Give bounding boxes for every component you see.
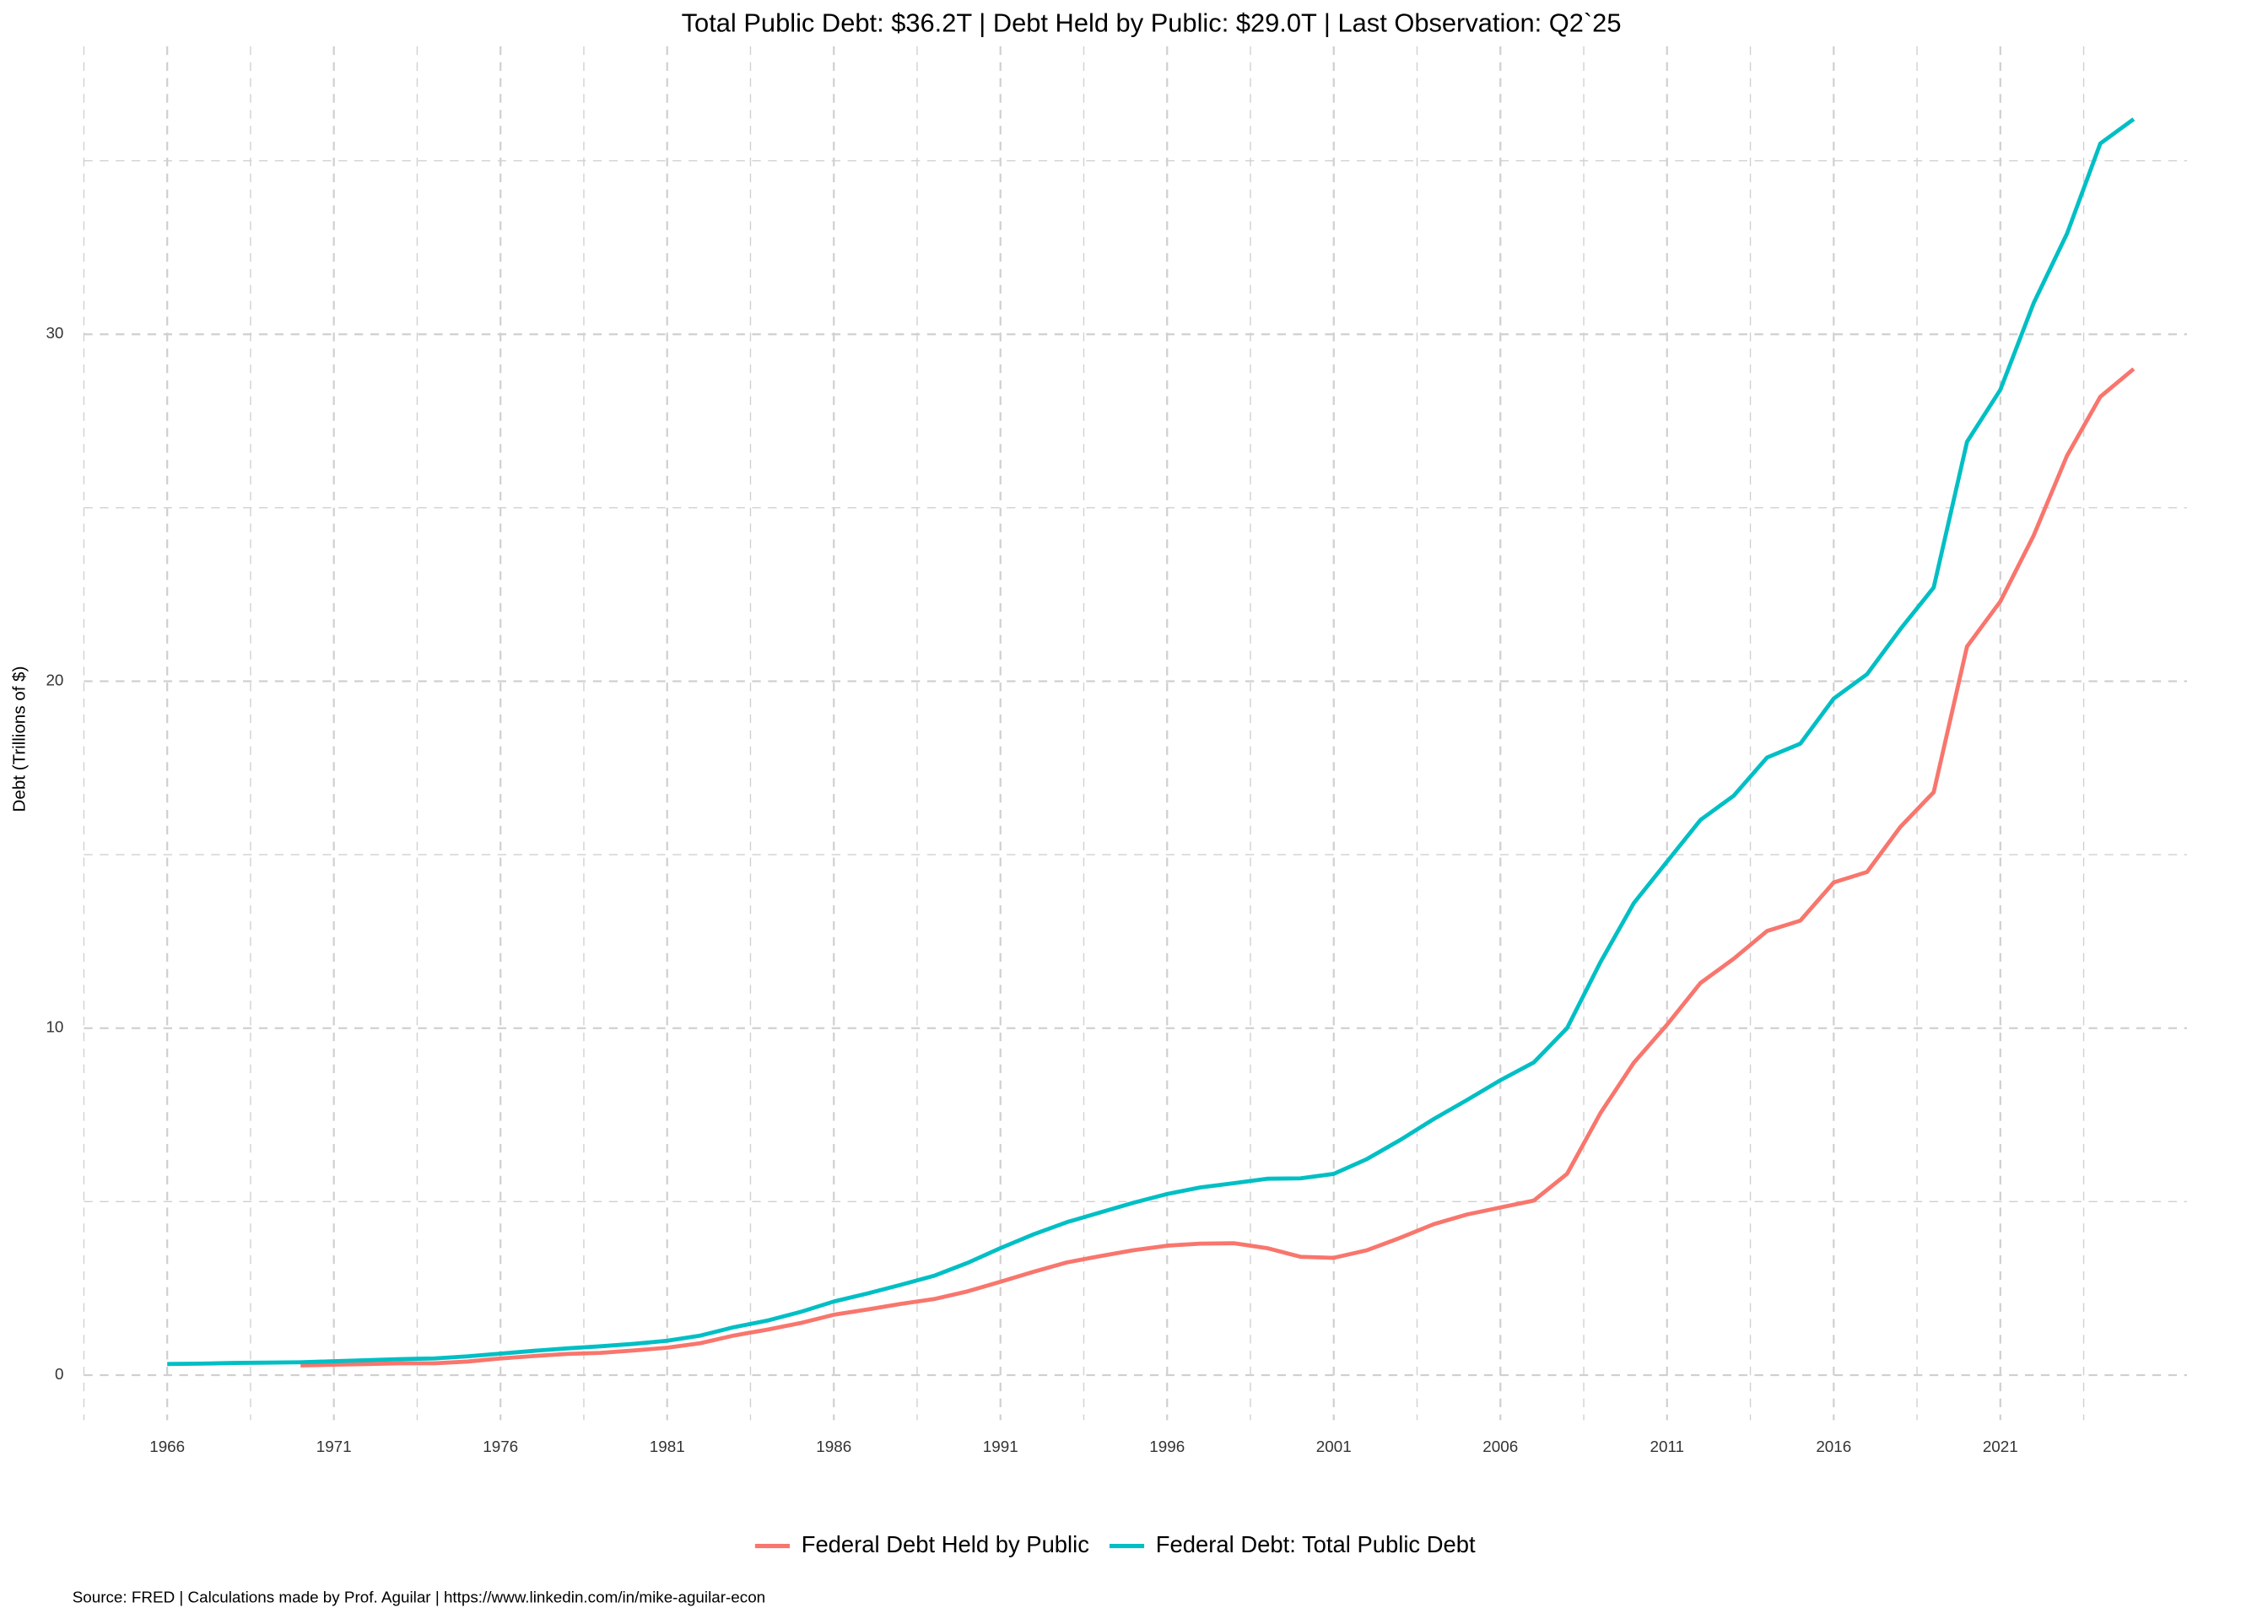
legend: Federal Debt Held by Public Federal Debt:…: [754, 1531, 1476, 1557]
y-tick-label: 0: [55, 1365, 63, 1383]
x-tick-label: 1991: [983, 1438, 1018, 1455]
grid: 1966 1971 1976 1981 1986 1991 1996 2001 2006 2011…: [46, 46, 2187, 1455]
x-tick-label: 1966: [149, 1438, 185, 1455]
x-tick-label: 2001: [1316, 1438, 1352, 1455]
plot: [167, 117, 2136, 1368]
legend-label: Federal Debt Held by Public: [802, 1531, 1089, 1557]
series-line: [167, 117, 2136, 1367]
x-tick-label: 2006: [1482, 1438, 1518, 1455]
x-tick-label: 2021: [1983, 1438, 2018, 1455]
y-tick-label: 20: [46, 671, 63, 688]
x-tick-label: 1976: [483, 1438, 518, 1455]
x-tick-label: 2011: [1650, 1438, 1685, 1455]
chart-title: Total Public Debt: $36.2T | Debt Held by…: [682, 8, 1622, 37]
y-tick-label: 30: [46, 324, 63, 342]
x-tick-label: 1981: [650, 1438, 685, 1455]
y-axis-label: Debt (Trillions of $): [9, 666, 29, 812]
y-tick-label: 10: [46, 1018, 63, 1036]
x-tick-label: 1971: [316, 1438, 352, 1455]
legend-label: Federal Debt: Total Public Debt: [1156, 1531, 1476, 1557]
x-tick-label: 1986: [816, 1438, 851, 1455]
x-tick-label: 2016: [1816, 1438, 1851, 1455]
series-line: [300, 367, 2136, 1368]
x-tick-label: 1996: [1149, 1438, 1185, 1455]
caption: Source: FRED | Calculations made by Prof…: [73, 1588, 765, 1605]
